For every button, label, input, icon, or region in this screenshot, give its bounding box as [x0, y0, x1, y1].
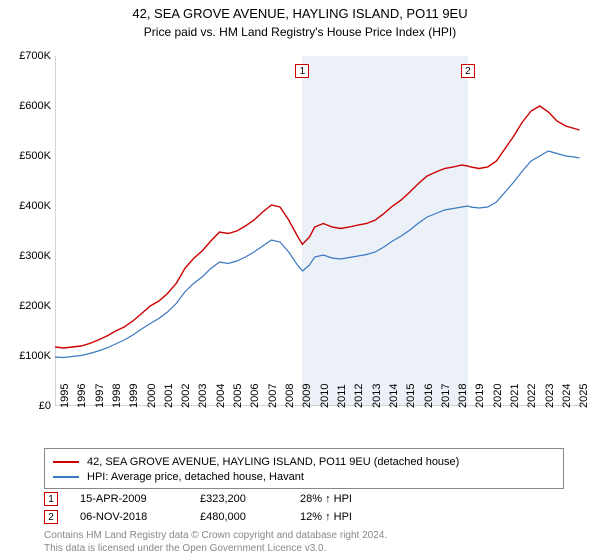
event-price: £480,000 [200, 511, 300, 523]
footer-line1: Contains HM Land Registry data © Crown c… [44, 530, 387, 543]
y-tick-label: £0 [39, 400, 51, 412]
event-row: 2 06-NOV-2018 £480,000 12% ↑ HPI [44, 508, 440, 526]
x-tick-label: 1996 [76, 384, 88, 408]
legend-row: HPI: Average price, detached house, Hava… [53, 469, 555, 484]
x-tick-label: 2023 [544, 384, 556, 408]
event-marker-icon: 1 [44, 492, 58, 506]
y-tick-label: £600K [19, 100, 51, 112]
x-tick-label: 2017 [440, 384, 452, 408]
event-price: £323,200 [200, 493, 300, 505]
x-tick-label: 1999 [128, 384, 140, 408]
x-tick-label: 2018 [457, 384, 469, 408]
y-tick-label: £200K [19, 300, 51, 312]
x-tick-label: 2006 [249, 384, 261, 408]
event-hpi-diff: 12% ↑ HPI [300, 511, 440, 523]
x-tick-label: 2025 [578, 384, 590, 408]
x-tick-label: 2021 [509, 384, 521, 408]
plot-svg [55, 56, 583, 406]
event-marker-icon: 2 [44, 510, 58, 524]
x-tick-label: 1998 [111, 384, 123, 408]
x-tick-label: 2005 [232, 384, 244, 408]
x-tick-label: 2012 [353, 384, 365, 408]
x-tick-label: 2014 [388, 384, 400, 408]
x-tick-label: 2016 [423, 384, 435, 408]
x-tick-label: 2022 [526, 384, 538, 408]
legend-label: 42, SEA GROVE AVENUE, HAYLING ISLAND, PO… [87, 456, 459, 468]
legend-row: 42, SEA GROVE AVENUE, HAYLING ISLAND, PO… [53, 454, 555, 469]
events-table: 1 15-APR-2009 £323,200 28% ↑ HPI 2 06-NO… [44, 490, 440, 526]
x-tick-label: 2024 [561, 384, 573, 408]
x-tick-label: 2015 [405, 384, 417, 408]
x-tick-label: 2000 [146, 384, 158, 408]
legend-swatch [53, 476, 79, 478]
x-tick-label: 2013 [371, 384, 383, 408]
x-tick-label: 2010 [319, 384, 331, 408]
legend-swatch [53, 461, 79, 463]
chart-container: 42, SEA GROVE AVENUE, HAYLING ISLAND, PO… [0, 0, 600, 560]
x-tick-label: 2019 [474, 384, 486, 408]
event-row: 1 15-APR-2009 £323,200 28% ↑ HPI [44, 490, 440, 508]
event-date: 15-APR-2009 [80, 493, 200, 505]
chart-title-line1: 42, SEA GROVE AVENUE, HAYLING ISLAND, PO… [0, 0, 600, 23]
chart-title-line2: Price paid vs. HM Land Registry's House … [0, 25, 600, 39]
y-tick-label: £400K [19, 200, 51, 212]
x-tick-label: 2003 [197, 384, 209, 408]
event-date: 06-NOV-2018 [80, 511, 200, 523]
x-tick-label: 2020 [492, 384, 504, 408]
y-tick-label: £300K [19, 250, 51, 262]
x-tick-label: 2009 [301, 384, 313, 408]
x-tick-label: 1997 [94, 384, 106, 408]
y-tick-label: £500K [19, 150, 51, 162]
x-tick-label: 2007 [267, 384, 279, 408]
event-marker-on-chart: 1 [295, 64, 309, 78]
x-tick-label: 1995 [59, 384, 71, 408]
footer-line2: This data is licensed under the Open Gov… [44, 543, 387, 556]
event-marker-on-chart: 2 [461, 64, 475, 78]
x-tick-label: 2008 [284, 384, 296, 408]
chart-area: £0£100K£200K£300K£400K£500K£600K£700K 19… [55, 56, 583, 406]
legend-box: 42, SEA GROVE AVENUE, HAYLING ISLAND, PO… [44, 448, 564, 489]
x-tick-label: 2011 [336, 384, 348, 408]
x-tick-label: 2001 [163, 384, 175, 408]
footer-attribution: Contains HM Land Registry data © Crown c… [44, 530, 387, 555]
y-tick-label: £100K [19, 350, 51, 362]
x-tick-label: 2004 [215, 384, 227, 408]
event-hpi-diff: 28% ↑ HPI [300, 493, 440, 505]
y-tick-label: £700K [19, 50, 51, 62]
x-tick-label: 2002 [180, 384, 192, 408]
legend-label: HPI: Average price, detached house, Hava… [87, 471, 304, 483]
